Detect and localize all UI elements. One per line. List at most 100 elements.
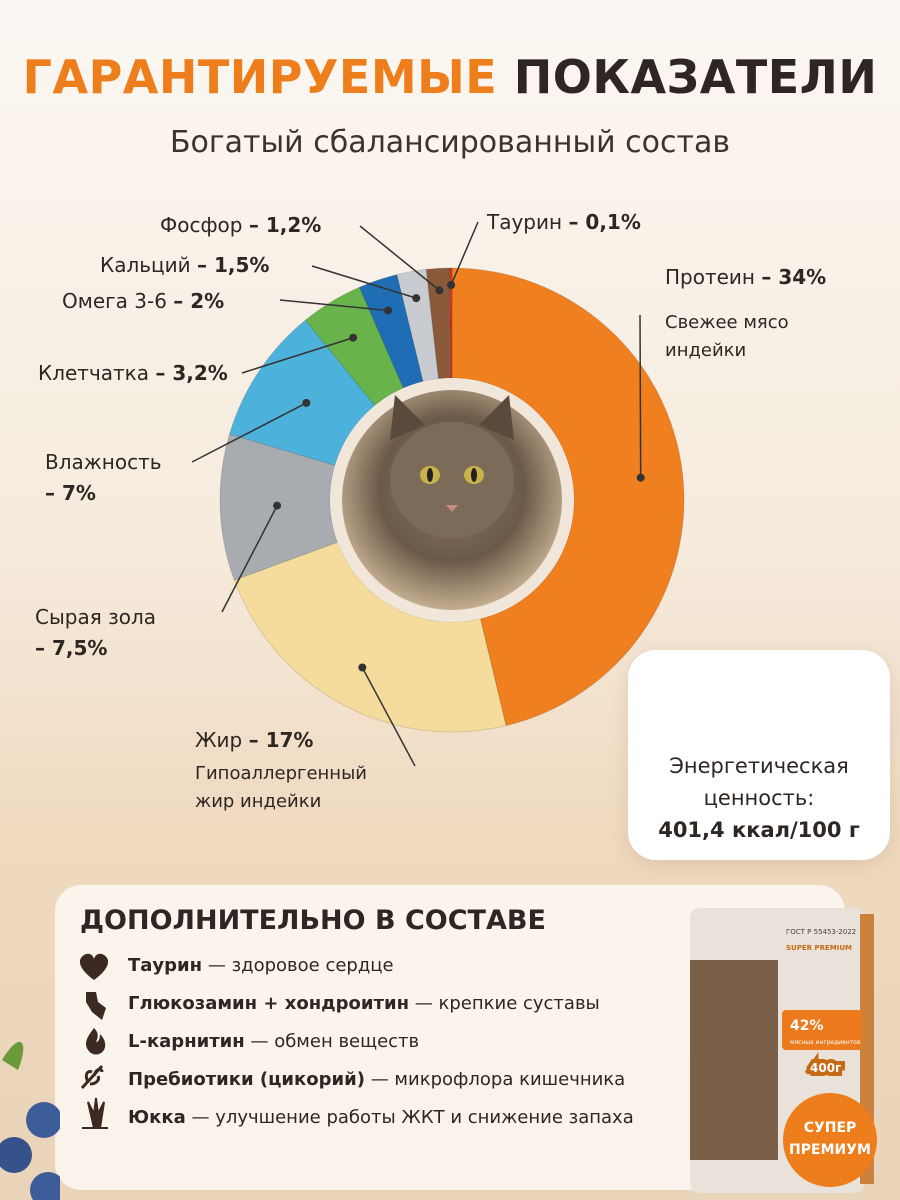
item-text: здоровое сердце (231, 955, 394, 976)
leader-dot (636, 473, 645, 482)
extras-title: ДОПОЛНИТЕЛЬНО В СОСТАВЕ (80, 905, 546, 936)
value-group: – 1,5% (197, 253, 269, 277)
leader-dot (302, 398, 311, 407)
leader-line (221, 505, 278, 613)
package-share-box (782, 1010, 862, 1050)
category-name: Таурин (487, 210, 563, 234)
item-text: крепкие суставы (438, 993, 600, 1014)
value-label: 17% (265, 728, 314, 752)
cat-face (390, 395, 514, 538)
leader-dot (447, 281, 456, 290)
item-name: Юкка (128, 1107, 186, 1128)
joint-icon (86, 992, 106, 1020)
yucca-icon (82, 1097, 108, 1129)
subtitle: Богатый сбалансированный состав (169, 125, 731, 160)
value-group: – 3,2% (155, 361, 227, 385)
leader-line (359, 225, 440, 291)
item-name: Глюкозамин + хондроитин (128, 993, 410, 1014)
value-group: – 34% (761, 265, 826, 289)
item-separator: — (207, 955, 226, 976)
flame-small-icon (86, 1028, 106, 1055)
title-accent: ГАРАНТИРУЕМЫЕ (22, 50, 498, 104)
extras-item: L-карнитин — обмен веществ (128, 1031, 419, 1052)
leader-dot (412, 294, 421, 303)
value-group: – 2% (173, 289, 224, 313)
slice-description: Свежее мясо индейки (665, 312, 789, 361)
value-label: 7% (61, 481, 96, 505)
item-text: микрофлора кишечника (394, 1069, 626, 1090)
category-name: Фосфор (160, 213, 243, 237)
berries (0, 1041, 60, 1200)
value-label: 0,1% (585, 210, 641, 234)
leader-dot (435, 286, 444, 295)
separator: – (173, 289, 184, 313)
energy-text: Энергетическая ценность: 401,4 ккал/100 … (628, 750, 890, 846)
badge-line2: ПРЕМИУМ (789, 1142, 871, 1158)
slice-label: Жир – 17% Гипоаллергенный жир индейки (195, 725, 395, 816)
item-separator: — (250, 1031, 269, 1052)
extras-item: Таурин — здоровое сердце (128, 955, 394, 976)
package-share: 42% (790, 1018, 824, 1034)
category-name: Омега 3-6 (62, 289, 167, 313)
separator: – (197, 253, 207, 277)
separator: – (761, 265, 772, 289)
leaf-icon (80, 1064, 104, 1090)
item-separator: — (414, 993, 433, 1014)
item-name: L-карнитин (128, 1031, 245, 1052)
title-rest: ПОКАЗАТЕЛИ (513, 50, 878, 104)
leaders (191, 221, 645, 767)
item-separator: — (370, 1069, 389, 1090)
energy-value: 401,4 ккал/100 г (658, 818, 860, 842)
leader-dot (273, 501, 282, 510)
value-label: 2% (190, 289, 225, 313)
energy-card (628, 650, 890, 860)
slice-label: Кальций – 1,5% (100, 250, 269, 281)
slice-label: Сырая зола – 7,5% (35, 602, 156, 664)
category-name: Кальций (100, 253, 191, 277)
leader-dot (358, 663, 367, 672)
extras-icons (79, 953, 109, 1129)
slice-description: Гипоаллергенный жир индейки (195, 763, 367, 812)
leader-line (241, 337, 354, 374)
extras-item: Юкка — улучшение работы ЖКТ и снижение з… (128, 1107, 634, 1128)
item-text: обмен веществ (274, 1031, 420, 1052)
value-label: 34% (778, 265, 827, 289)
separator: – (35, 636, 45, 660)
value-label: 1,5% (213, 253, 270, 277)
leader-line (279, 299, 389, 312)
separator: – (248, 728, 259, 752)
package-weight: 400г (810, 1061, 841, 1075)
separator: – (248, 213, 259, 237)
category-name: Жир (195, 728, 243, 752)
leader-line (361, 667, 416, 767)
slice-label: Клетчатка – 3,2% (38, 358, 228, 389)
value-group: – 7,5% (35, 636, 107, 660)
badge (783, 1093, 877, 1187)
slice-label: Влажность – 7% (45, 447, 162, 509)
package: ГОСТ Р 55453-2022 SUPER PREMIUM 42% мясн… (690, 908, 877, 1193)
value-group: – 7% (45, 481, 96, 505)
value-label: 3,2% (172, 361, 228, 385)
category-name: Протеин (665, 265, 755, 289)
value-label: 7,5% (51, 636, 108, 660)
package-class: SUPER PREMIUM (786, 944, 852, 952)
leader-line (311, 265, 417, 299)
energy-label: Энергетическая ценность: (669, 754, 849, 810)
item-name: Таурин (128, 955, 203, 976)
leader-dot (384, 306, 393, 315)
slice-label: Омега 3-6 – 2% (62, 286, 224, 317)
title: ГАРАНТИРУЕМЫЕ ПОКАЗАТЕЛИ (0, 50, 900, 104)
value-group: – 17% (249, 728, 314, 752)
value-group: – 1,2% (249, 213, 321, 237)
category-name: Клетчатка (38, 361, 149, 385)
separator: – (45, 481, 55, 505)
leader-line (450, 221, 479, 286)
leader-line (639, 314, 642, 478)
leader-dot (349, 333, 358, 342)
heart-icon (79, 953, 109, 980)
value-group: – 0,1% (568, 210, 640, 234)
package-gost: ГОСТ Р 55453-2022 (786, 928, 856, 936)
category-name: Сырая зола (35, 605, 157, 629)
badge-line1: СУПЕР (804, 1120, 857, 1136)
